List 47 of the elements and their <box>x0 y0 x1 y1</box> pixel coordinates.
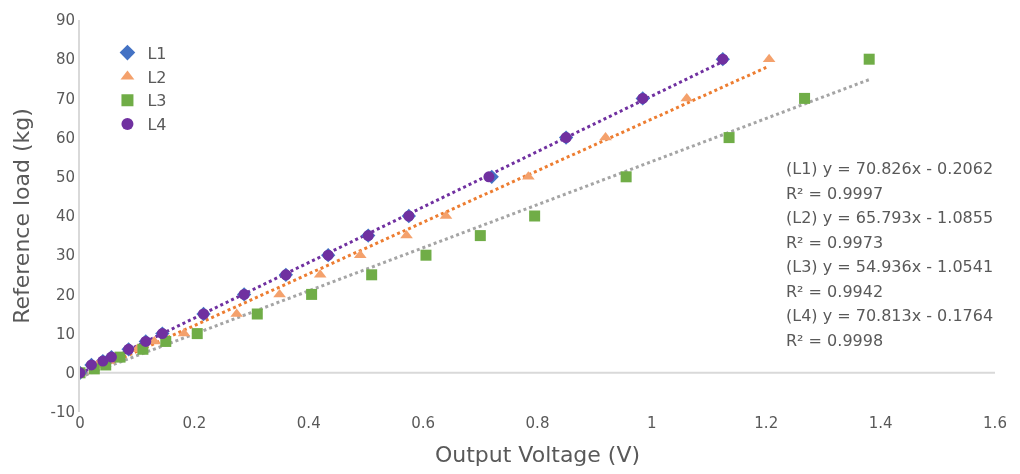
annotation: (L2) y = 65.793x - 1.0855 <box>786 208 994 227</box>
x-tick-label: 0.2 <box>182 414 207 432</box>
annotation: (L3) y = 54.936x - 1.0541 <box>786 257 994 276</box>
x-tick-label: 1.2 <box>754 414 779 432</box>
y-tick-label: 90 <box>55 11 75 30</box>
y-tick-label: 10 <box>55 324 75 343</box>
x-tick-label: 0.6 <box>411 414 436 432</box>
annotation: R² = 0.9973 <box>786 233 884 252</box>
point <box>420 249 432 261</box>
x-tick-label: 1.4 <box>868 414 893 432</box>
annotation: (L4) y = 70.813x - 0.1764 <box>786 306 994 325</box>
y-tick-label: 0 <box>65 364 75 383</box>
annotation: R² = 0.9942 <box>786 282 884 301</box>
y-tick-label: 20 <box>55 285 75 304</box>
point <box>620 171 632 183</box>
y-tick-label: 30 <box>55 246 75 265</box>
annotation: R² = 0.9997 <box>786 184 884 203</box>
annotation: (L1) y = 70.826x - 0.2062 <box>786 159 994 178</box>
legend-label: L2 <box>147 67 167 87</box>
point <box>474 230 486 242</box>
legend-label: L1 <box>147 43 167 63</box>
point <box>366 269 378 281</box>
y-tick-label: -10 <box>50 403 75 422</box>
x-tick-label: 1 <box>647 414 657 432</box>
point <box>306 288 318 300</box>
y-tick-label: 70 <box>55 89 75 108</box>
point <box>529 210 541 222</box>
y-tick-label: 60 <box>55 128 75 147</box>
point <box>863 53 875 65</box>
legend-label: L4 <box>147 115 167 135</box>
legend-label: L3 <box>147 91 167 111</box>
point <box>723 132 735 144</box>
y-tick-label: 40 <box>55 207 75 226</box>
x-tick-label: 0.8 <box>525 414 550 432</box>
point <box>191 328 203 340</box>
point <box>251 308 263 320</box>
point <box>680 92 694 102</box>
x-axis-title: Output Voltage (V) <box>434 441 641 467</box>
point <box>799 92 811 104</box>
y-tick-label: 80 <box>55 50 75 69</box>
x-tick-label: 1.6 <box>983 414 1007 432</box>
y-axis-title: Reference load (kg) <box>8 108 34 324</box>
y-tick-label: 50 <box>55 168 75 187</box>
point <box>483 171 495 183</box>
x-tick-label: 0.4 <box>296 414 321 432</box>
point <box>273 288 286 298</box>
annotation: R² = 0.9998 <box>786 331 884 350</box>
